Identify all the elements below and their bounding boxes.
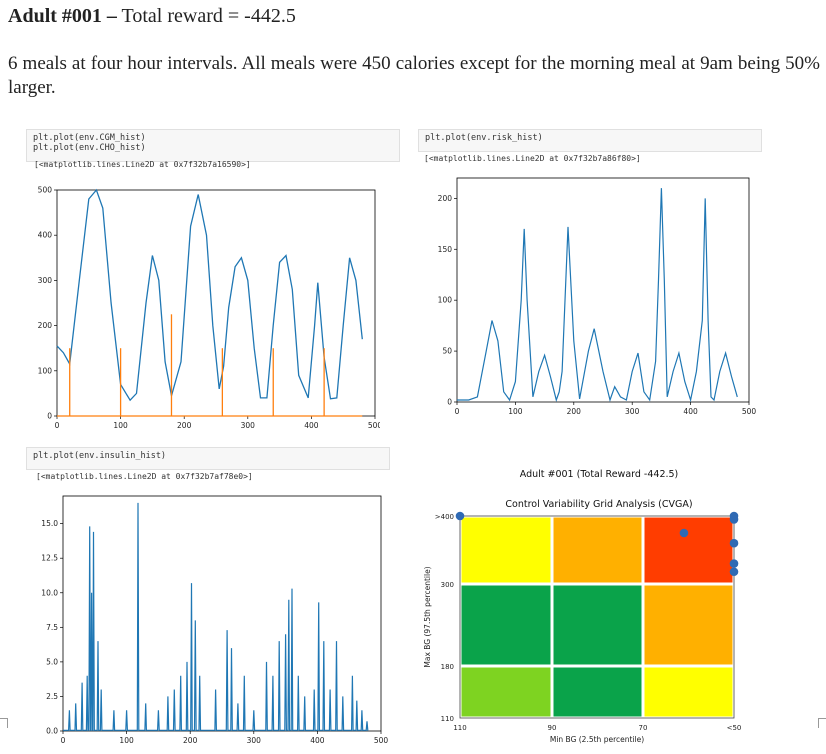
cvga-zone-orange bbox=[553, 517, 642, 583]
cgm-series-line bbox=[56, 188, 363, 402]
cvga-data-point bbox=[729, 567, 739, 577]
cvga-x-tick-label: 70 bbox=[639, 724, 648, 732]
corner-mark-left-v bbox=[7, 718, 8, 728]
cgm-code-cell[interactable]: plt.plot(env.CGM_hist) plt.plot(env.CHO_… bbox=[26, 129, 400, 162]
corner-mark-right bbox=[818, 718, 826, 719]
x-tick-label: 300 bbox=[241, 421, 256, 430]
x-tick-label: 100 bbox=[113, 421, 128, 430]
corner-mark-left bbox=[0, 718, 8, 719]
y-tick-label: 150 bbox=[438, 245, 453, 254]
cvga-chart: Adult #001 (Total Reward -442.5) Control … bbox=[423, 469, 742, 744]
y-tick-label: 300 bbox=[38, 276, 53, 285]
y-tick-label: 0 bbox=[447, 398, 452, 407]
cvga-y-tick-label: >400 bbox=[435, 513, 454, 521]
cvga-zone-orange bbox=[644, 585, 733, 665]
cvga-title: Adult #001 (Total Reward -442.5) bbox=[520, 469, 679, 480]
y-tick-label: 10.0 bbox=[41, 588, 58, 597]
y-tick-label: 100 bbox=[38, 366, 53, 375]
insulin-series-line bbox=[62, 502, 369, 731]
plot-frame bbox=[56, 189, 376, 417]
risk-chart: 0 100 200 300 400 500 0 50 100 150 200 bbox=[438, 177, 757, 416]
code-line: plt.plot(env.insulin_hist) bbox=[33, 451, 167, 461]
y-tick-label: 7.5 bbox=[46, 623, 58, 632]
code-line: plt.plot(env.risk_hist) bbox=[425, 133, 543, 143]
risk-code-cell[interactable]: plt.plot(env.risk_hist) bbox=[418, 129, 762, 152]
x-tick-label: 100 bbox=[508, 407, 523, 416]
x-tick-label: 200 bbox=[183, 736, 198, 745]
cvga-y-axis-label: Max BG (97.5th percentile) bbox=[423, 566, 432, 667]
x-tick-label: 400 bbox=[683, 407, 698, 416]
x-tick-label: 0 bbox=[61, 736, 66, 745]
y-tick-label: 200 bbox=[438, 194, 453, 203]
plot-frame bbox=[62, 495, 382, 732]
y-tick-label: 12.5 bbox=[41, 554, 58, 563]
x-tick-label: 500 bbox=[374, 736, 389, 745]
cvga-x-tick-label: 110 bbox=[453, 724, 466, 732]
cvga-data-point bbox=[455, 511, 465, 521]
cvga-x-axis-label: Min BG (2.5th percentile) bbox=[550, 735, 644, 744]
cvga-zone-green bbox=[461, 585, 551, 665]
cvga-y-tick-label: 180 bbox=[441, 663, 454, 671]
y-tick-label: 2.5 bbox=[46, 692, 58, 701]
x-tick-label: 0 bbox=[55, 421, 60, 430]
y-tick-label: 500 bbox=[38, 186, 53, 195]
description-paragraph: 6 meals at four hour intervals. All meal… bbox=[8, 53, 820, 98]
x-tick-label: 500 bbox=[368, 421, 380, 430]
y-tick-label: 0.0 bbox=[46, 727, 58, 736]
cgm-output-text: [<matplotlib.lines.Line2D at 0x7f32b7a16… bbox=[34, 160, 251, 169]
risk-series-line bbox=[457, 188, 738, 403]
x-tick-label: 200 bbox=[567, 407, 582, 416]
cvga-zone-lightgreen bbox=[461, 667, 551, 717]
insulin-chart: 0 100 200 300 400 500 0.0 2.5 5.0 7.5 10.0 12.5 15.0 bbox=[41, 495, 389, 745]
code-line: plt.plot(env.CGM_hist) bbox=[33, 133, 146, 143]
x-tick-label: 400 bbox=[304, 421, 319, 430]
risk-output-text: [<matplotlib.lines.Line2D at 0x7f32b7a86… bbox=[424, 154, 641, 163]
y-tick-label: 15.0 bbox=[41, 519, 58, 528]
cgm-cho-chart: 0 100 200 300 400 500 0 100 200 300 400 500 bbox=[38, 186, 380, 431]
cvga-data-point bbox=[679, 528, 689, 538]
insulin-output-text: [<matplotlib.lines.Line2D at 0x7f32b7af7… bbox=[36, 472, 253, 481]
y-tick-label: 0 bbox=[47, 412, 52, 421]
cvga-zone-yellow bbox=[644, 667, 733, 717]
x-tick-label: 300 bbox=[247, 736, 262, 745]
cvga-x-tick-label: 90 bbox=[548, 724, 557, 732]
corner-mark-right-v bbox=[818, 718, 819, 728]
cvga-x-tick-label: <50 bbox=[727, 724, 742, 732]
page-title: Adult #001 – Total reward = -442.5 bbox=[8, 5, 296, 27]
cvga-zone-red bbox=[644, 517, 733, 583]
y-tick-label: 5.0 bbox=[46, 657, 58, 666]
x-tick-label: 300 bbox=[625, 407, 640, 416]
x-tick-label: 0 bbox=[455, 407, 460, 416]
cvga-zone-green bbox=[553, 667, 642, 717]
y-tick-label: 50 bbox=[442, 347, 452, 356]
cvga-subtitle: Control Variability Grid Analysis (CVGA) bbox=[505, 499, 692, 510]
code-line: plt.plot(env.CHO_hist) bbox=[33, 143, 146, 153]
cvga-data-point bbox=[729, 538, 739, 548]
cvga-data-point bbox=[729, 559, 739, 568]
cvga-zone-yellow bbox=[461, 517, 551, 583]
x-tick-label: 100 bbox=[119, 736, 134, 745]
x-tick-label: 200 bbox=[177, 421, 192, 430]
cvga-data-point bbox=[729, 515, 739, 524]
x-tick-label: 500 bbox=[742, 407, 757, 416]
cvga-y-tick-label: 300 bbox=[441, 581, 454, 589]
y-tick-label: 200 bbox=[38, 321, 53, 330]
cvga-y-tick-label: 110 bbox=[441, 715, 454, 723]
y-tick-label: 100 bbox=[438, 296, 453, 305]
insulin-code-cell[interactable]: plt.plot(env.insulin_hist) bbox=[26, 447, 390, 470]
y-tick-label: 400 bbox=[38, 231, 53, 240]
x-tick-label: 400 bbox=[310, 736, 325, 745]
cvga-zone-green bbox=[553, 585, 642, 665]
plot-frame bbox=[456, 177, 750, 403]
